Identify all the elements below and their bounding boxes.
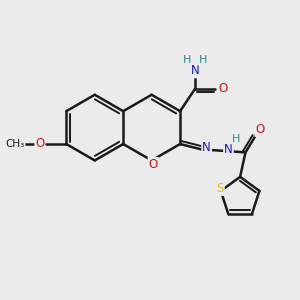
Text: S: S	[217, 182, 224, 195]
Text: O: O	[148, 158, 158, 171]
Text: CH₃: CH₃	[5, 139, 25, 149]
Text: H: H	[182, 55, 191, 65]
Text: N: N	[202, 141, 211, 154]
Text: H: H	[199, 55, 208, 65]
Text: O: O	[35, 137, 45, 150]
Text: N: N	[191, 64, 200, 77]
Text: O: O	[256, 123, 265, 136]
Text: N: N	[224, 143, 233, 156]
Text: H: H	[232, 134, 241, 144]
Text: O: O	[218, 82, 227, 95]
